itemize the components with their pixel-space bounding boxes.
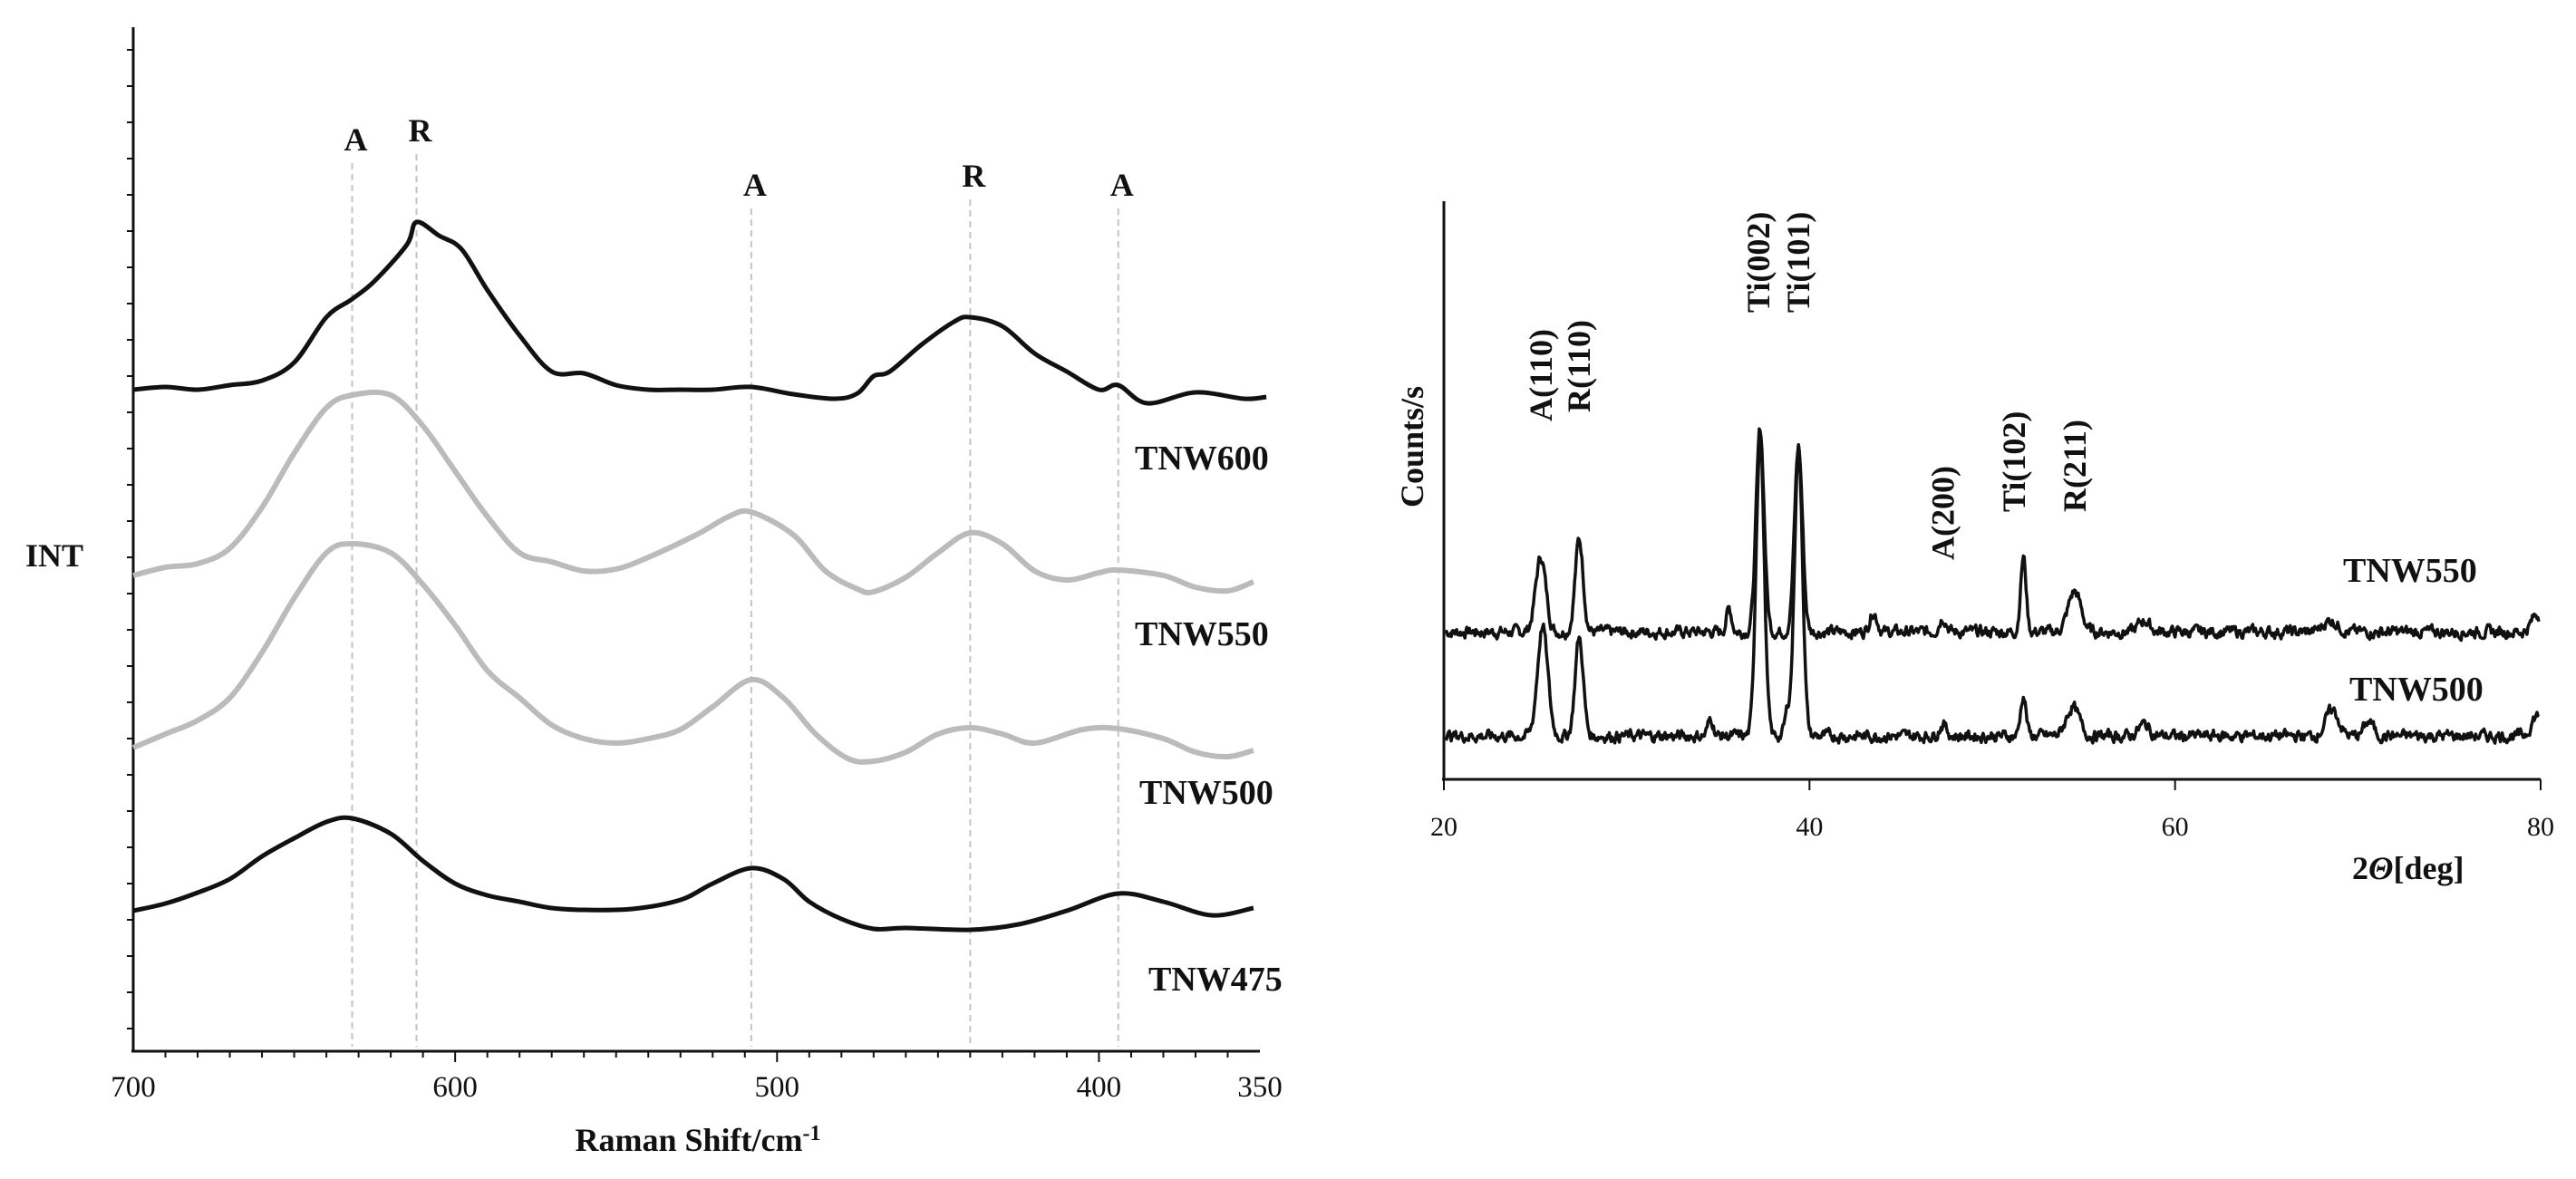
xrd-x-label-theta: Θ [2368,850,2393,886]
raman-series-line-tnw550 [132,389,1255,596]
raman-x-tick-label: 600 [432,1071,478,1104]
xrd-series-line-tnw550 [1444,427,2541,643]
raman-x-tick-label: 700 [111,1071,156,1104]
raman-peak-markers: A R A R A [344,112,1134,1047]
xrd-x-tick-label: 80 [2527,812,2554,842]
raman-peak-marker-label: A [743,167,767,203]
xrd-series-label-tnw550: TNW550 [2343,552,2477,590]
xrd-x-tick-label: 60 [2162,812,2189,842]
xrd-x-ticks: 20 40 60 80 [1430,779,2554,842]
raman-peak-marker-label: A [1110,167,1134,203]
raman-x-ticks: 700 600 500 400 350 [111,1051,1283,1104]
raman-x-tick-label: 500 [755,1071,800,1104]
xrd-peak-label: A(110) [1523,329,1559,421]
raman-peak-marker-label: R [409,112,433,149]
raman-y-label: INT [25,537,83,574]
raman-series [131,219,1267,933]
raman-x-label: Raman Shift/cm-1 [576,1122,821,1158]
xrd-series-line-tnw500 [1444,435,2541,745]
xrd-x-tick-label: 40 [1796,812,1823,842]
xrd-x-label-prefix: 2 [2352,850,2368,886]
xrd-peak-label: Ti(002) [1740,212,1777,313]
raman-series-line-tnw475 [132,815,1254,933]
xrd-series [1444,427,2541,745]
xrd-chart: 20 40 60 80 A(110) R(110) Ti(002) Ti(101) A(200… [1394,201,2554,886]
xrd-peak-labels: A(110) R(110) Ti(002) Ti(101) A(200) Ti(102) R… [1523,212,2093,560]
xrd-peak-label: A(200) [1925,466,1961,560]
xrd-peak-label: Ti(102) [1996,411,2032,512]
xrd-series-label-tnw500: TNW500 [2349,671,2484,709]
raman-series-line-tnw500 [131,541,1254,765]
series-label-tnw500: TNW500 [1139,774,1273,812]
xrd-peak-label: R(211) [2057,420,2093,512]
xrd-x-label: 2Θ[deg] [2352,850,2464,886]
xrd-x-tick-label: 20 [1430,812,1457,842]
raman-x-label-sup: -1 [803,1122,821,1145]
raman-peak-marker-label: R [962,158,986,194]
raman-x-tick-label: 400 [1077,1071,1122,1104]
raman-series-line-tnw600 [132,219,1267,406]
xrd-peak-label: Ti(101) [1780,212,1816,313]
series-label-tnw550: TNW550 [1135,615,1269,653]
xrd-peak-label: R(110) [1561,320,1597,412]
raman-x-tick-label: 350 [1237,1071,1283,1104]
raman-x-label-text: Raman Shift/cm [576,1122,803,1158]
series-label-tnw600: TNW600 [1135,440,1269,478]
raman-peak-marker-label: A [344,121,367,158]
series-label-tnw475: TNW475 [1148,961,1283,999]
xrd-y-label: Counts/s [1394,386,1430,507]
xrd-x-label-suffix: [deg] [2393,850,2464,886]
raman-y-minor-ticks [127,49,133,1029]
raman-chart: 700 600 500 400 350 A R A R A INT Raman Shift/cm… [25,27,1283,1158]
